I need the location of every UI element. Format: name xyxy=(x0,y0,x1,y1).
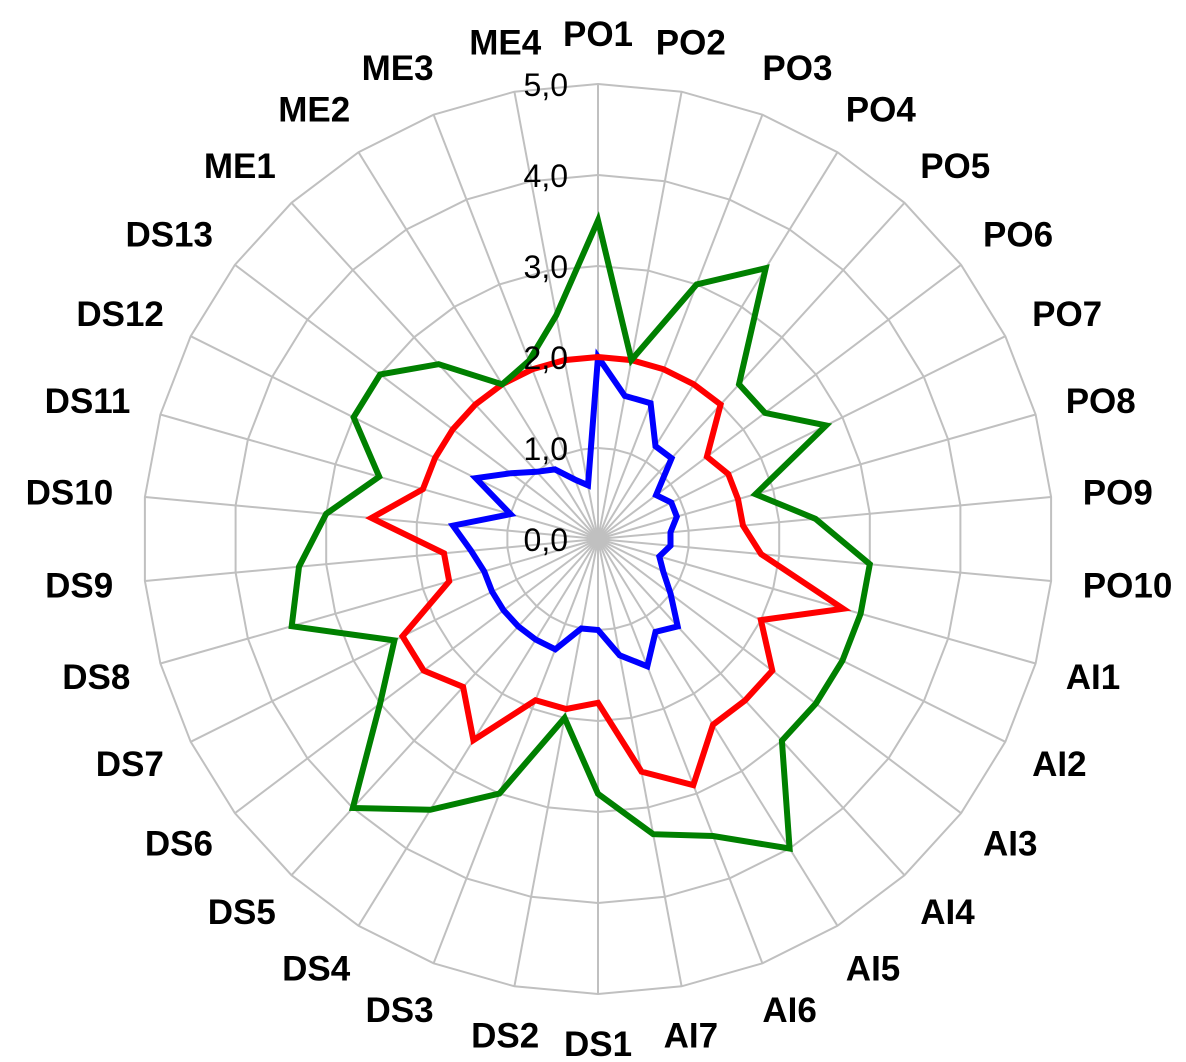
grid-spoke xyxy=(597,538,683,987)
category-label: AI3 xyxy=(983,824,1037,863)
grid-spoke xyxy=(234,538,599,814)
grid-spoke xyxy=(597,114,764,540)
category-label: DS4 xyxy=(282,949,351,988)
category-label: AI5 xyxy=(846,949,900,988)
category-label: DS3 xyxy=(366,991,434,1030)
grid-spoke xyxy=(513,538,599,987)
grid-spoke xyxy=(432,538,599,964)
category-label: DS6 xyxy=(145,824,213,863)
category-label: DS1 xyxy=(564,1025,632,1062)
category-label: AI1 xyxy=(1066,658,1120,697)
grid-spoke xyxy=(144,538,599,582)
category-label: ME2 xyxy=(278,91,350,130)
grid-spoke xyxy=(357,538,599,927)
tick-label: 2,0 xyxy=(524,340,568,376)
category-label: DS5 xyxy=(208,893,276,932)
grid-spoke xyxy=(597,91,683,540)
category-label: PO2 xyxy=(656,24,726,63)
category-label: DS7 xyxy=(96,745,164,784)
grid-spoke xyxy=(290,202,599,540)
grid-spoke xyxy=(597,538,839,927)
grid-spoke xyxy=(290,538,599,876)
category-label: AI7 xyxy=(664,1016,718,1055)
grid-spoke xyxy=(160,538,599,665)
category-label: PO4 xyxy=(846,91,917,130)
grid-spoke xyxy=(597,538,764,964)
category-label: PO9 xyxy=(1083,473,1153,512)
category-label: AI2 xyxy=(1032,745,1086,784)
category-label: ME4 xyxy=(469,24,542,63)
grid-spoke xyxy=(432,114,599,540)
series-line-1 xyxy=(447,348,682,671)
tick-label: 1,0 xyxy=(524,431,568,467)
grid-spoke xyxy=(357,151,599,540)
grid-spoke xyxy=(597,538,1036,665)
category-label: PO1 xyxy=(563,15,633,54)
grid-spoke xyxy=(597,202,906,540)
category-label: AI4 xyxy=(920,893,975,932)
tick-labels: 0,0 1,0 2,0 3,0 4,0 5,0 xyxy=(524,67,568,558)
grid-spoke xyxy=(597,538,962,814)
tick-label: 4,0 xyxy=(524,158,568,194)
category-label: PO5 xyxy=(920,147,990,186)
tick-label: 5,0 xyxy=(524,67,568,103)
category-label: DS9 xyxy=(45,567,113,606)
category-label: DS12 xyxy=(76,295,164,334)
grid-spoke xyxy=(597,151,839,540)
grid xyxy=(143,82,1053,996)
category-label: PO8 xyxy=(1066,382,1136,421)
grid-spoke xyxy=(597,538,906,876)
grid-spoke xyxy=(597,538,1006,743)
category-label: PO7 xyxy=(1032,295,1102,334)
tick-label: 0,0 xyxy=(524,522,568,558)
category-label: DS13 xyxy=(125,216,213,255)
category-label: PO10 xyxy=(1083,567,1173,606)
category-label: DS2 xyxy=(471,1016,539,1055)
category-label: DS10 xyxy=(26,473,114,512)
series-group xyxy=(288,211,874,853)
category-label: DS11 xyxy=(45,382,131,421)
grid-spoke xyxy=(597,496,1052,540)
series-line-2 xyxy=(365,353,852,789)
category-label: PO3 xyxy=(762,49,832,88)
grid-spoke xyxy=(597,538,1052,582)
category-label: PO6 xyxy=(983,216,1053,255)
grid-spoke xyxy=(190,335,599,540)
series-line-3 xyxy=(288,211,874,853)
grid-spoke xyxy=(597,335,1006,540)
category-label: DS8 xyxy=(62,658,130,697)
grid-spoke xyxy=(597,413,1036,540)
grid-spoke xyxy=(234,264,599,540)
category-label: AI6 xyxy=(762,991,816,1030)
category-label: ME3 xyxy=(362,49,434,88)
category-label: ME1 xyxy=(204,147,276,186)
tick-label: 3,0 xyxy=(524,249,568,285)
